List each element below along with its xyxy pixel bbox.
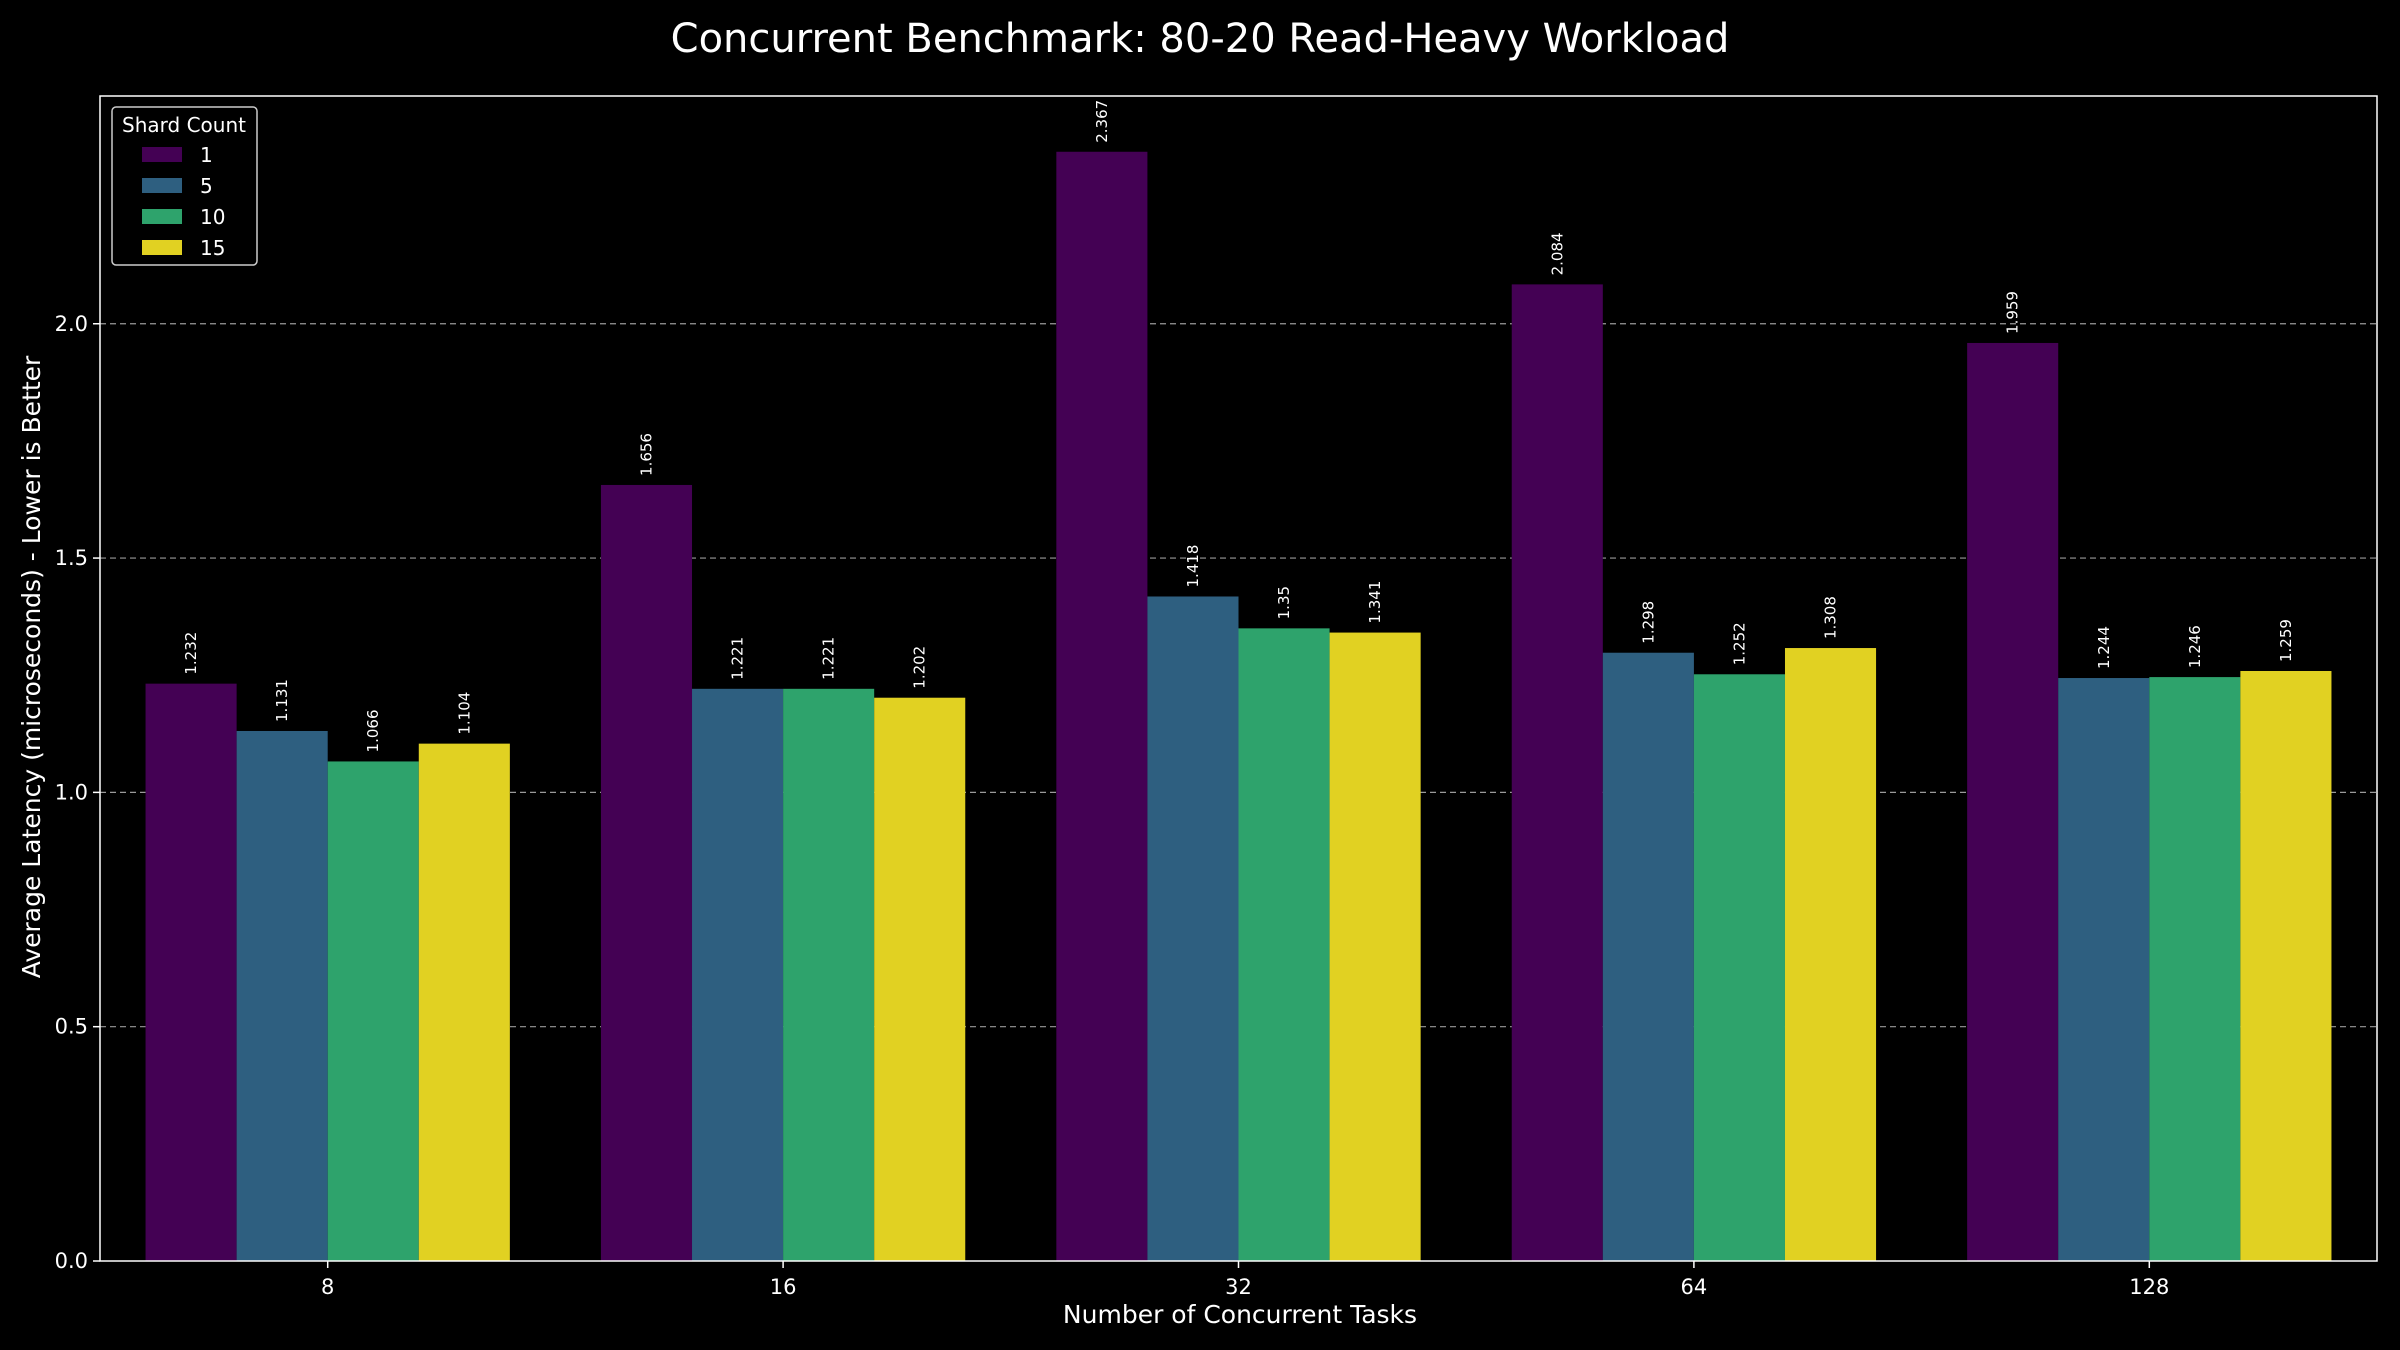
bar xyxy=(1056,151,1148,1261)
data-label: 1.131 xyxy=(273,679,291,722)
bar xyxy=(1693,674,1785,1261)
data-label: 1.341 xyxy=(1366,581,1384,624)
data-label: 1.246 xyxy=(2186,625,2204,668)
legend-title: Shard Count xyxy=(122,113,246,137)
bar xyxy=(1967,342,2059,1262)
data-label: 1.308 xyxy=(1822,596,1840,639)
legend-label: 1 xyxy=(200,143,213,167)
y-tick-label: 1.0 xyxy=(55,780,88,804)
bar xyxy=(600,484,693,1262)
bar xyxy=(1238,628,1330,1261)
data-label: 1.202 xyxy=(911,646,929,689)
y-tick-label: 1.5 xyxy=(55,546,88,570)
legend-swatch xyxy=(142,178,182,193)
data-label: 1.221 xyxy=(820,637,838,680)
bar xyxy=(236,730,328,1261)
y-tick-label: 0.5 xyxy=(55,1015,88,1039)
data-label: 1.104 xyxy=(455,692,473,735)
legend-swatch xyxy=(142,209,182,224)
y-tick-label: 0.0 xyxy=(55,1249,88,1273)
bar xyxy=(2240,671,2332,1261)
data-label: 2.367 xyxy=(1093,100,1111,143)
y-tick-label: 2.0 xyxy=(55,312,88,336)
bar xyxy=(1329,632,1421,1261)
data-label: 1.656 xyxy=(637,433,655,476)
chart-title: Concurrent Benchmark: 80-20 Read-Heavy W… xyxy=(671,16,1730,62)
bar xyxy=(418,743,510,1261)
bar xyxy=(2058,678,2150,1261)
legend-swatch xyxy=(142,240,182,255)
data-label: 1.244 xyxy=(2095,626,2113,669)
x-tick-label: 8 xyxy=(321,1275,334,1299)
bar xyxy=(874,697,966,1261)
axes: 0.0 0.5 1.0 1.5 2.0 8 16 32 64 128 xyxy=(55,312,2170,1299)
x-tick-label: 128 xyxy=(2129,1275,2169,1299)
data-label: 1.959 xyxy=(2004,291,2022,334)
legend-label: 10 xyxy=(200,205,225,229)
data-label: 1.252 xyxy=(1730,622,1748,665)
data-label: 1.35 xyxy=(1275,586,1293,619)
bar xyxy=(2149,677,2241,1261)
x-axis-label: Number of Concurrent Tasks xyxy=(1063,1300,1417,1329)
data-label: 1.298 xyxy=(1639,601,1657,644)
bar xyxy=(1784,648,1877,1261)
bar xyxy=(1602,652,1694,1261)
bars xyxy=(145,151,2332,1262)
legend-swatch xyxy=(142,147,182,162)
bar xyxy=(145,683,237,1261)
legend-box xyxy=(111,106,258,266)
data-label: 2.084 xyxy=(1548,232,1566,275)
data-label: 1.066 xyxy=(364,709,382,752)
data-label: 1.221 xyxy=(729,637,747,680)
bar xyxy=(692,688,784,1261)
bar xyxy=(783,688,875,1261)
data-label: 1.232 xyxy=(182,632,200,675)
data-label: 1.418 xyxy=(1184,545,1202,588)
y-axis-label: Average Latency (microseconds) - Lower i… xyxy=(17,355,46,978)
x-tick-label: 64 xyxy=(1681,1275,1708,1299)
bar xyxy=(1147,596,1239,1261)
x-tick-label: 32 xyxy=(1225,1275,1252,1299)
bar xyxy=(327,761,419,1261)
data-labels: 1.232 1.131 1.066 1.104 1.656 1.221 1.221 1.202… xyxy=(182,100,2295,753)
x-tick-label: 16 xyxy=(770,1275,797,1299)
legend-label: 5 xyxy=(200,174,213,198)
bar xyxy=(1511,284,1603,1261)
legend-label: 15 xyxy=(200,236,225,260)
data-label: 1.259 xyxy=(2277,619,2295,662)
